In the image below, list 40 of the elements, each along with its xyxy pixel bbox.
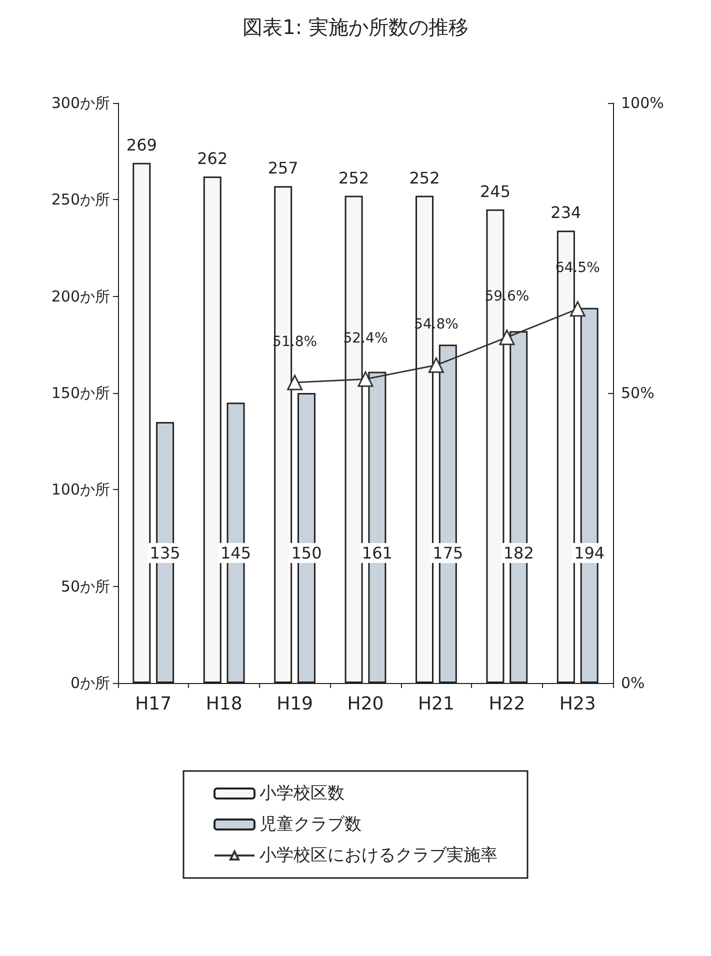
- y2-tick-label: 0%: [621, 674, 645, 692]
- legend-label: 小学校区におけるクラブ実施率: [260, 846, 498, 866]
- data-label: 245: [480, 182, 510, 201]
- point: [570, 301, 586, 317]
- data-label: 145: [220, 544, 252, 562]
- data-label: 262: [197, 148, 228, 168]
- legend-label: 児童クラブ数: [260, 814, 362, 834]
- y-tick-label: 200か所: [51, 287, 110, 306]
- y-tick-label: 300か所: [51, 94, 110, 112]
- data-label: 182: [503, 544, 534, 562]
- y-tick-label: 150か所: [51, 384, 110, 402]
- data-label: 234: [550, 203, 582, 222]
- point: [428, 357, 444, 373]
- data-label: 150: [291, 544, 322, 562]
- x-tick-label: H20: [347, 694, 384, 714]
- x-tick-label: H22: [488, 694, 526, 714]
- y-tick-label: 50か所: [60, 577, 110, 596]
- data-label: 269: [126, 135, 157, 154]
- data-label: 194: [574, 544, 605, 562]
- y-tick-label: 0か所: [70, 674, 110, 692]
- y2-tick-label: 50%: [621, 384, 654, 402]
- x-tick-label: H18: [206, 694, 242, 714]
- x-tick-label: H19: [276, 694, 314, 714]
- point: [499, 330, 515, 346]
- legend-label: 小学校区数: [260, 784, 344, 804]
- data-label: 257: [268, 158, 298, 178]
- y2-tick-label: 100%: [621, 94, 664, 112]
- data-label: 135: [150, 544, 180, 562]
- x-tick-label: H17: [135, 694, 172, 714]
- x-tick-label: H23: [559, 694, 596, 714]
- data-label: 252: [338, 168, 370, 188]
- data-label: 175: [432, 544, 464, 562]
- chart-title: 図表1: 実施か所数の推移: [242, 15, 468, 39]
- point: [287, 374, 303, 390]
- data-label: 252: [409, 168, 440, 188]
- y-tick-label: 100か所: [51, 480, 110, 499]
- x-tick-label: H21: [418, 694, 454, 714]
- data-label: 161: [362, 544, 392, 562]
- y-tick-label: 250か所: [51, 190, 110, 209]
- point: [358, 371, 374, 387]
